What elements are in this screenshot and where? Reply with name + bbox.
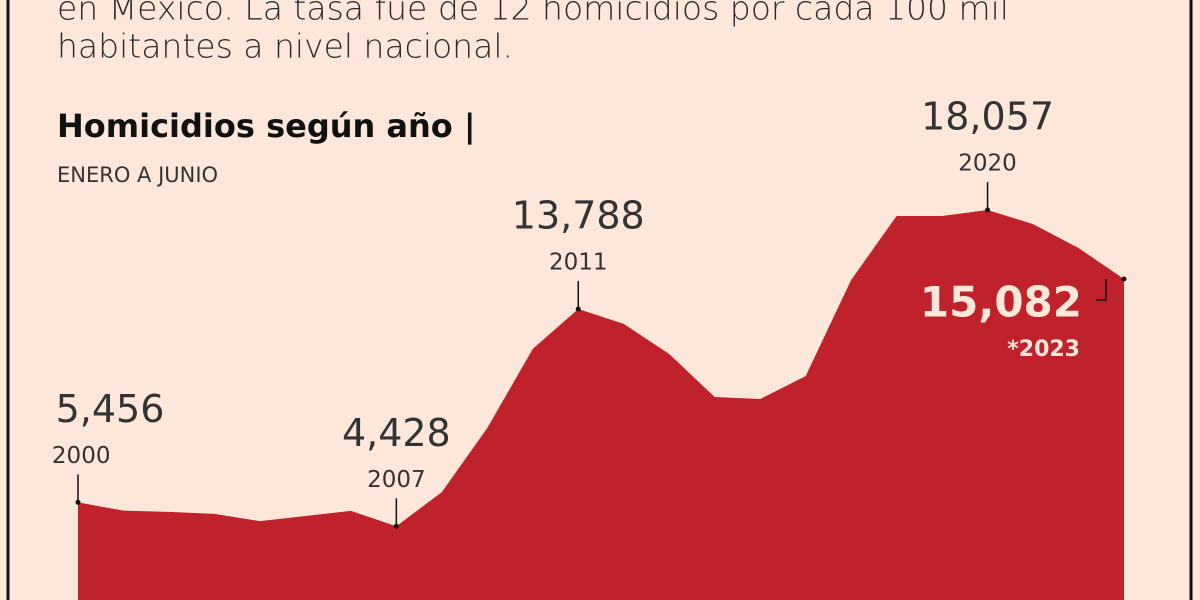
year-label: *2023 — [1007, 337, 1080, 362]
year-label: 2000 — [52, 443, 111, 469]
intro-line: en México. La tasa fue de 12 homicidios … — [57, 0, 1009, 28]
chart-title: Homicidios según año | — [57, 107, 476, 146]
year-label: 2020 — [958, 151, 1017, 177]
value-label: 4,428 — [342, 411, 451, 455]
point-dot — [1121, 276, 1127, 282]
chart-subtitle: ENERO A JUNIO — [57, 163, 218, 187]
value-label: 5,456 — [56, 387, 165, 431]
value-label: 13,788 — [512, 194, 645, 238]
year-label: 2011 — [549, 250, 608, 276]
leader-line — [1096, 279, 1107, 301]
area — [78, 210, 1124, 600]
value-label: 18,057 — [921, 95, 1054, 139]
intro-line: habitantes a nivel nacional. — [57, 27, 513, 66]
year-label: 2007 — [367, 467, 426, 493]
value-label: 15,082 — [920, 278, 1082, 327]
